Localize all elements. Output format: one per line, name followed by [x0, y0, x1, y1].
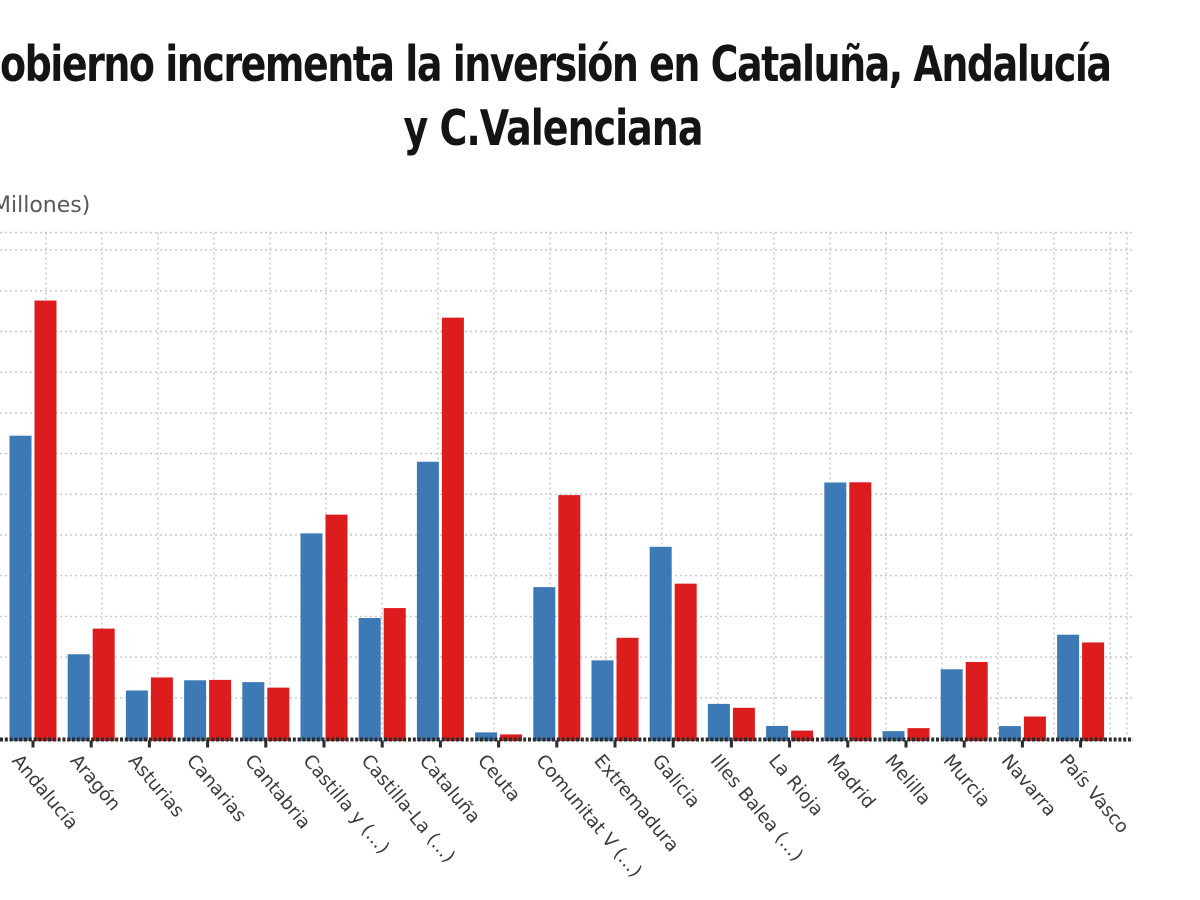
- bar-red: [1023, 716, 1046, 741]
- x-tick-label: Navarra: [997, 751, 1060, 821]
- x-tick-label: Melilla: [880, 751, 934, 810]
- bar-blue: [591, 660, 614, 741]
- bar-red: [616, 637, 639, 741]
- bar-red: [674, 583, 697, 741]
- bar-blue: [9, 435, 32, 741]
- x-tick-label: Ceuta: [473, 751, 524, 806]
- bar-red: [558, 495, 581, 741]
- chart-title: obierno incrementa la inversión en Catal…: [0, 36, 1200, 157]
- bar-blue: [649, 546, 672, 741]
- bar-red: [209, 679, 232, 741]
- bar-blue: [300, 533, 323, 741]
- bar-red: [732, 707, 755, 741]
- x-tick-label: La Rioja: [764, 751, 827, 821]
- bar-red: [1082, 642, 1105, 741]
- units-label: Millones): [0, 193, 91, 218]
- bar-blue: [358, 618, 381, 741]
- bar-red: [441, 317, 464, 741]
- bar-blue: [824, 482, 847, 741]
- x-tick-label: País Vasco: [1055, 751, 1133, 838]
- bar-blue: [242, 682, 265, 741]
- bar-blue: [416, 461, 439, 741]
- bar-blue: [184, 680, 207, 741]
- bar-red: [150, 677, 173, 741]
- bar-red: [325, 514, 348, 741]
- chart-title-line1: obierno incrementa la inversión en Catal…: [0, 36, 1112, 93]
- x-tick-label: Aragón: [66, 751, 125, 815]
- bar-blue: [475, 732, 498, 741]
- x-tick-label: Galicia: [648, 751, 704, 812]
- bar-red: [92, 628, 115, 741]
- bar-red: [965, 661, 988, 741]
- bar-blue: [882, 731, 905, 741]
- bar-red: [383, 608, 406, 741]
- bar-blue: [533, 587, 556, 741]
- x-axis-group: [0, 737, 1133, 748]
- bar-blue: [707, 703, 730, 741]
- chart-title-line2: y C.Valenciana: [403, 100, 703, 157]
- bar-blue: [67, 654, 90, 741]
- x-tick-label: Asturias: [124, 751, 188, 822]
- x-tick-label: Canarias: [182, 751, 250, 827]
- x-tick-label: Comunitat V (...): [531, 751, 646, 882]
- bar-red: [849, 482, 872, 741]
- bar-blue: [125, 690, 148, 741]
- bar-blue: [998, 726, 1021, 741]
- x-tick-label: Murcia: [939, 751, 995, 812]
- bar-blue: [940, 669, 963, 741]
- bar-blue: [1057, 634, 1080, 741]
- bar-red: [267, 687, 290, 741]
- bar-red: [791, 730, 814, 741]
- bar-blue: [766, 725, 789, 741]
- bar-red: [34, 300, 57, 741]
- x-tick-label: Madrid: [822, 751, 879, 813]
- bars-group: [9, 300, 1105, 741]
